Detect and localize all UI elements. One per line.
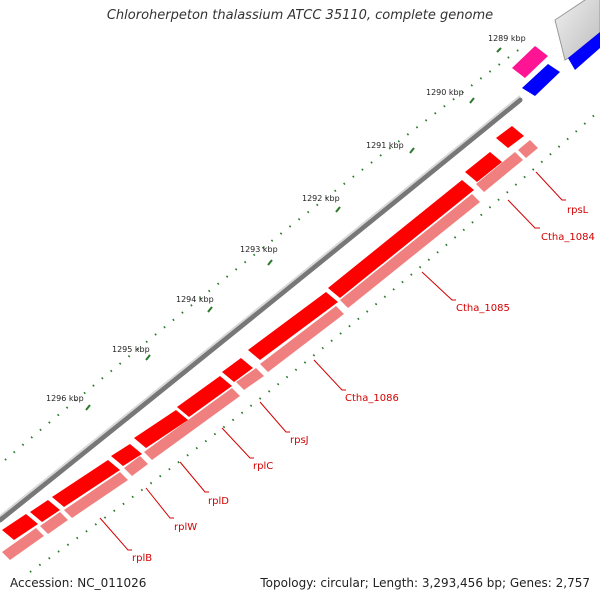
trna-feature — [512, 46, 548, 78]
gene-rpsL-bar — [496, 126, 524, 148]
reverse-genes — [2, 140, 538, 560]
rev-bar-3 — [340, 194, 480, 308]
tick-label-1292: 1292 kbp — [302, 194, 340, 203]
backbone-highlight — [0, 95, 521, 517]
tick-label-1289: 1289 kbp — [488, 34, 526, 43]
gene-label-rplB: rplB — [132, 553, 152, 564]
gene-rplD-bar — [134, 410, 188, 448]
blue-feature-1 — [522, 64, 560, 96]
backbone-line — [0, 97, 523, 523]
rev-bar-8 — [64, 472, 128, 518]
rev-bar-2 — [476, 152, 523, 192]
inner-tick-arc — [29, 109, 600, 573]
tick-label-1294: 1294 kbp — [176, 295, 214, 304]
gene-ctha1085-bar — [328, 180, 474, 298]
gene-rpsJ-bar — [222, 358, 253, 382]
rev-bar-6 — [144, 388, 240, 460]
rev-bar-1 — [518, 140, 538, 158]
accession-text: Accession: NC_011026 — [10, 576, 147, 590]
rev-bar-7 — [124, 456, 148, 476]
gene-label-ctha1085: Ctha_1085 — [456, 303, 510, 314]
gene-rplC-bar — [177, 376, 232, 417]
blue-feature-2 — [568, 32, 600, 70]
tick-label-1290: 1290 kbp — [426, 88, 464, 97]
major-ticks — [85, 47, 502, 411]
tick-label-1296: 1296 kbp — [46, 394, 84, 403]
forward-genes — [2, 126, 524, 540]
tick-label-1291: 1291 kbp — [366, 141, 404, 150]
tick-label-1295: 1295 kbp — [112, 345, 150, 354]
rev-bar-9 — [40, 512, 68, 534]
rev-bar-5 — [236, 368, 264, 390]
gene-label-rpsJ: rpsJ — [290, 435, 309, 446]
gene-ctha1086-bar — [248, 292, 338, 360]
gene-label-rplD: rplD — [208, 496, 229, 507]
gene-label-rpsL: rpsL — [567, 205, 589, 216]
gene-rplW-bar — [111, 444, 142, 466]
gene-labels: rpsL Ctha_1084 Ctha_1085 Ctha_1086 rpsJ … — [132, 205, 595, 564]
rev-bar-4 — [260, 306, 344, 372]
gene-rplB-bar — [52, 460, 120, 507]
rev-bar-10 — [2, 528, 44, 560]
gene-label-ctha1086: Ctha_1086 — [345, 393, 399, 404]
gene-label-rplC: rplC — [253, 461, 273, 472]
gene-label-rplW: rplW — [174, 522, 197, 533]
tick-label-1293: 1293 kbp — [240, 245, 278, 254]
gene-ctha1084-bar — [465, 152, 502, 182]
gene-extra-2-bar — [2, 514, 38, 540]
gene-extra-1-bar — [30, 500, 60, 522]
map-title: Chloroherpeton thalassium ATCC 35110, co… — [106, 8, 494, 23]
genome-summary-text: Topology: circular; Length: 3,293,456 bp… — [260, 576, 590, 590]
tick-labels: 1289 kbp 1290 kbp 1291 kbp 1292 kbp 1293… — [46, 34, 526, 403]
upper-contig — [512, 0, 600, 96]
gene-label-ctha1084: Ctha_1084 — [541, 232, 595, 243]
gene-leaders — [99, 171, 566, 551]
